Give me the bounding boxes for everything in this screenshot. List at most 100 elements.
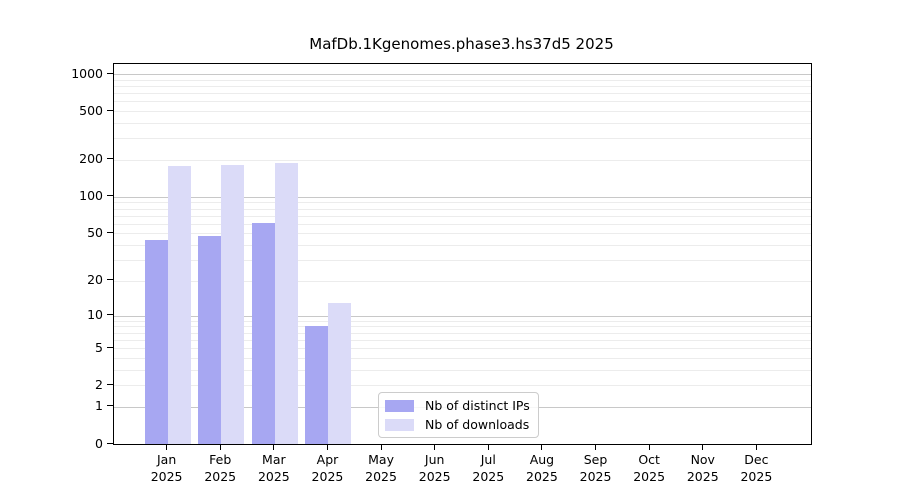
minor-gridline bbox=[114, 215, 811, 217]
minor-gridline bbox=[114, 233, 811, 235]
minor-gridline bbox=[114, 348, 811, 350]
x-tick-month: Sep bbox=[583, 452, 608, 467]
x-tick-month: Jun bbox=[424, 452, 445, 467]
y-tick-mark bbox=[107, 72, 113, 74]
bar-distinct-ips-apr bbox=[305, 326, 329, 444]
legend-label: Nb of downloads bbox=[425, 417, 530, 432]
minor-gridline bbox=[114, 202, 811, 204]
x-tick-mark bbox=[434, 444, 436, 450]
x-tick-label: Feb 2025 bbox=[188, 451, 252, 485]
x-tick-month: Jan bbox=[156, 452, 177, 467]
x-tick-mark bbox=[487, 444, 489, 450]
minor-gridline bbox=[114, 208, 811, 210]
x-tick-year: 2025 bbox=[526, 469, 558, 484]
x-tick-month: May bbox=[368, 452, 394, 467]
x-tick-year: 2025 bbox=[257, 469, 290, 484]
x-tick-year: 2025 bbox=[204, 469, 237, 484]
x-tick-label: Aug 2025 bbox=[510, 451, 574, 485]
x-tick-year: 2025 bbox=[740, 469, 773, 484]
minor-gridline bbox=[114, 357, 811, 359]
x-tick-month: Jul bbox=[480, 452, 496, 467]
y-tick-mark bbox=[107, 109, 113, 111]
x-tick-mark bbox=[755, 444, 757, 450]
x-tick-month: Mar bbox=[262, 452, 286, 467]
chart-title: MafDb.1Kgenomes.phase3.hs37d5 2025 bbox=[309, 35, 614, 53]
legend-swatch-downloads bbox=[385, 418, 414, 431]
x-tick-month: Apr bbox=[316, 452, 339, 467]
bar-downloads-jan bbox=[167, 165, 191, 444]
x-tick-label: Nov 2025 bbox=[671, 451, 735, 485]
x-tick-label: Oct 2025 bbox=[617, 451, 681, 485]
y-tick-label: 1 bbox=[95, 398, 103, 414]
bar-downloads-feb bbox=[221, 165, 245, 444]
minor-gridline bbox=[114, 260, 811, 262]
y-tick-mark bbox=[107, 231, 113, 233]
y-tick-label: 0 bbox=[95, 435, 103, 451]
legend-label: Nb of distinct IPs bbox=[425, 398, 530, 413]
y-tick-mark bbox=[107, 383, 113, 385]
x-tick-year: 2025 bbox=[365, 469, 397, 484]
x-tick-mark bbox=[541, 444, 543, 450]
minor-gridline bbox=[114, 385, 811, 387]
x-tick-mark bbox=[380, 444, 382, 450]
y-tick-label: 20 bbox=[87, 272, 103, 288]
bar-distinct-ips-mar bbox=[251, 222, 275, 444]
major-gridline bbox=[114, 315, 811, 317]
x-tick-year: 2025 bbox=[311, 469, 344, 484]
bar-downloads-mar bbox=[274, 162, 298, 444]
x-tick-label: Apr 2025 bbox=[295, 451, 359, 485]
major-gridline bbox=[114, 196, 811, 198]
minor-gridline bbox=[114, 339, 811, 341]
minor-gridline bbox=[114, 85, 811, 87]
x-tick-label: Jul 2025 bbox=[456, 451, 520, 485]
y-tick-mark bbox=[107, 314, 113, 316]
y-tick-label: 200 bbox=[79, 151, 103, 167]
x-tick-mark bbox=[702, 444, 704, 450]
x-tick-year: 2025 bbox=[633, 469, 666, 484]
major-gridline bbox=[114, 74, 811, 75]
legend-swatch-distinct-ips bbox=[385, 399, 414, 412]
y-tick-label: 1000 bbox=[71, 65, 103, 81]
minor-gridline bbox=[114, 101, 811, 103]
plot-area bbox=[113, 63, 812, 445]
x-tick-year: 2025 bbox=[472, 469, 505, 484]
minor-gridline bbox=[114, 111, 811, 113]
y-tick-label: 5 bbox=[95, 339, 103, 355]
legend-item: Nb of downloads bbox=[385, 417, 530, 432]
x-tick-year: 2025 bbox=[686, 469, 719, 484]
x-tick-label: Jun 2025 bbox=[403, 451, 467, 485]
minor-gridline bbox=[114, 138, 811, 140]
minor-gridline bbox=[114, 79, 811, 81]
bar-distinct-ips-jan bbox=[144, 240, 168, 444]
minor-gridline bbox=[114, 369, 811, 371]
y-tick-mark bbox=[107, 442, 113, 444]
minor-gridline bbox=[114, 320, 811, 322]
x-tick-label: Dec 2025 bbox=[724, 451, 788, 485]
minor-gridline bbox=[114, 332, 811, 334]
minor-gridline bbox=[114, 326, 811, 328]
legend-item: Nb of distinct IPs bbox=[385, 398, 530, 413]
x-tick-label: Mar 2025 bbox=[242, 451, 306, 485]
y-tick-label: 500 bbox=[79, 102, 103, 118]
legend: Nb of distinct IPs Nb of downloads bbox=[378, 392, 539, 438]
x-tick-month: Feb bbox=[209, 452, 232, 467]
x-tick-month: Aug bbox=[529, 452, 555, 467]
minor-gridline bbox=[114, 159, 811, 161]
x-tick-month: Oct bbox=[638, 452, 660, 467]
y-tick-label: 100 bbox=[79, 188, 103, 204]
y-tick-label: 50 bbox=[87, 224, 103, 240]
x-tick-mark bbox=[648, 444, 650, 450]
x-tick-year: 2025 bbox=[150, 469, 183, 484]
y-tick-label: 2 bbox=[95, 376, 103, 392]
x-tick-year: 2025 bbox=[579, 469, 612, 484]
x-tick-mark bbox=[326, 444, 328, 450]
y-tick-mark bbox=[107, 346, 113, 348]
x-tick-year: 2025 bbox=[418, 469, 451, 484]
minor-gridline bbox=[114, 245, 811, 247]
x-tick-month: Nov bbox=[690, 452, 715, 467]
x-tick-mark bbox=[166, 444, 168, 450]
x-tick-mark bbox=[219, 444, 221, 450]
minor-gridline bbox=[114, 280, 811, 282]
y-tick-mark bbox=[107, 405, 113, 407]
